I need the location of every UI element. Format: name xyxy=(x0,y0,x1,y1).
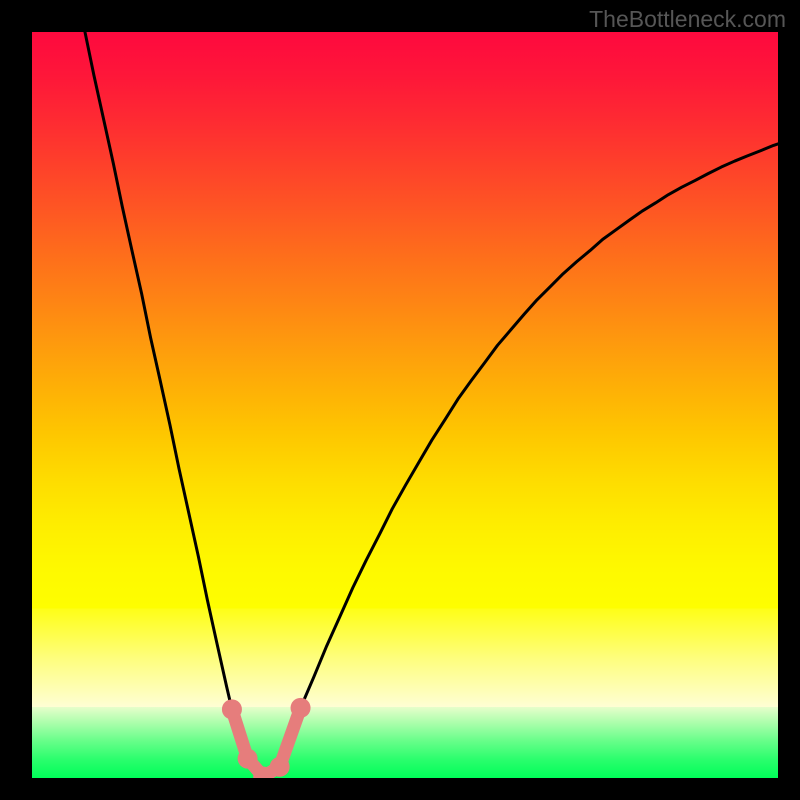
marker-dot xyxy=(222,699,242,719)
gradient-background xyxy=(32,32,778,778)
marker-dot xyxy=(270,757,290,777)
marker-dot xyxy=(238,749,258,769)
watermark-text: TheBottleneck.com xyxy=(589,6,786,33)
plot-area xyxy=(32,32,778,778)
marker-dot xyxy=(291,698,311,718)
stage: TheBottleneck.com xyxy=(0,0,800,800)
chart-svg xyxy=(32,32,778,778)
